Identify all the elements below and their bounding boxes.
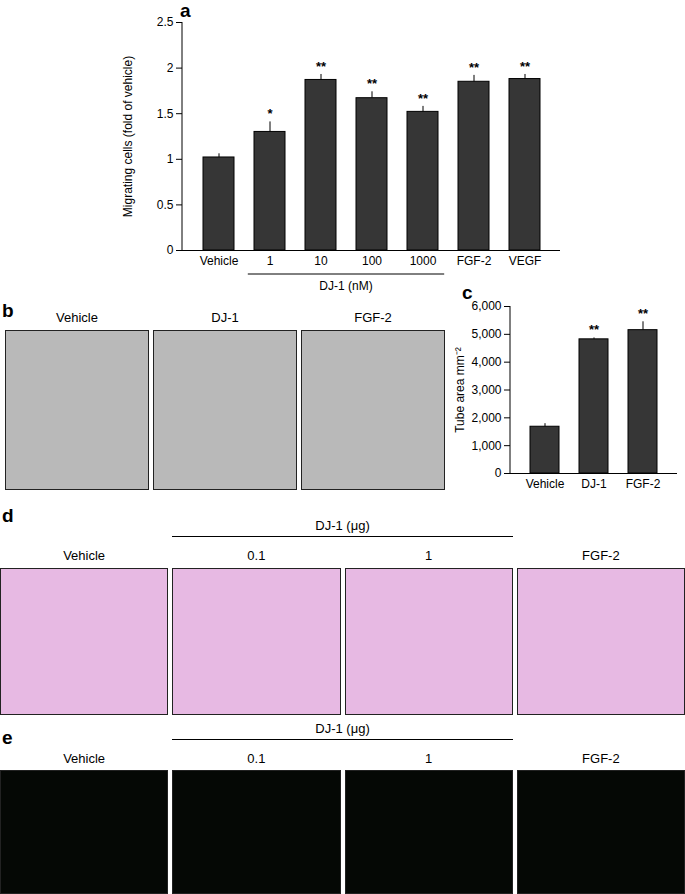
svg-text:Tube area mm⁻²: Tube area mm⁻²: [453, 347, 467, 433]
svg-text:FGF-2: FGF-2: [626, 477, 661, 491]
html-text:FGF-2: FGF-2: [354, 310, 392, 325]
html-text:a: a: [180, 0, 191, 21]
svg-text:*: *: [267, 106, 273, 121]
html-text:e: e: [2, 727, 13, 748]
html-text:1: 1: [425, 548, 433, 563]
svg-text:**: **: [520, 59, 531, 74]
html-text:c: c: [462, 282, 473, 303]
svg-text:10: 10: [314, 254, 328, 268]
svg-text:1.5: 1.5: [157, 107, 174, 121]
svg-text:**: **: [316, 59, 327, 74]
svg-text:**: **: [589, 322, 600, 337]
svg-text:**: **: [418, 91, 429, 106]
svg-text:VEGF: VEGF: [509, 254, 542, 268]
svg-text:2: 2: [167, 61, 174, 75]
html-text:b: b: [2, 300, 14, 321]
html-text:Vehicle: Vehicle: [56, 310, 98, 325]
html-text:DJ-1: DJ-1: [211, 310, 239, 325]
html-text:1: 1: [425, 751, 433, 766]
svg-text:5,000: 5,000: [471, 327, 501, 341]
svg-text:1: 1: [267, 254, 274, 268]
svg-text:**: **: [638, 306, 649, 321]
svg-text:**: **: [367, 76, 378, 91]
svg-text:1: 1: [167, 152, 174, 166]
svg-text:3,000: 3,000: [471, 383, 501, 397]
svg-text:1,000: 1,000: [471, 439, 501, 453]
svg-text:6,000: 6,000: [471, 299, 501, 313]
svg-text:DJ-1 (nM): DJ-1 (nM): [319, 279, 372, 293]
svg-text:Vehicle: Vehicle: [200, 254, 239, 268]
html-text:0.1: 0.1: [247, 751, 266, 766]
svg-text:FGF-2: FGF-2: [457, 254, 492, 268]
svg-text:0: 0: [167, 243, 174, 257]
html-text:Vehicle: Vehicle: [63, 751, 106, 766]
html-text:FGF-2: FGF-2: [582, 751, 620, 766]
svg-text:2,000: 2,000: [471, 411, 501, 425]
svg-text:Migrating cells (fold of vehic: Migrating cells (fold of vehicle): [121, 56, 135, 217]
svg-text:Vehicle: Vehicle: [526, 477, 565, 491]
svg-text:DJ-1: DJ-1: [581, 477, 607, 491]
html-text:Vehicle: Vehicle: [63, 548, 106, 563]
svg-text:1000: 1000: [410, 254, 437, 268]
svg-text:0.5: 0.5: [157, 198, 174, 212]
svg-text:4,000: 4,000: [471, 355, 501, 369]
html-text:DJ-1 (μg): DJ-1 (μg): [315, 518, 370, 533]
html-text:d: d: [2, 505, 14, 526]
html-text:0.1: 0.1: [247, 548, 266, 563]
svg-text:0: 0: [495, 466, 502, 480]
svg-text:2.5: 2.5: [157, 15, 174, 29]
svg-text:100: 100: [362, 254, 382, 268]
html-text:FGF-2: FGF-2: [582, 548, 620, 563]
svg-text:**: **: [469, 60, 480, 75]
html-text:DJ-1 (μg): DJ-1 (μg): [315, 721, 370, 736]
